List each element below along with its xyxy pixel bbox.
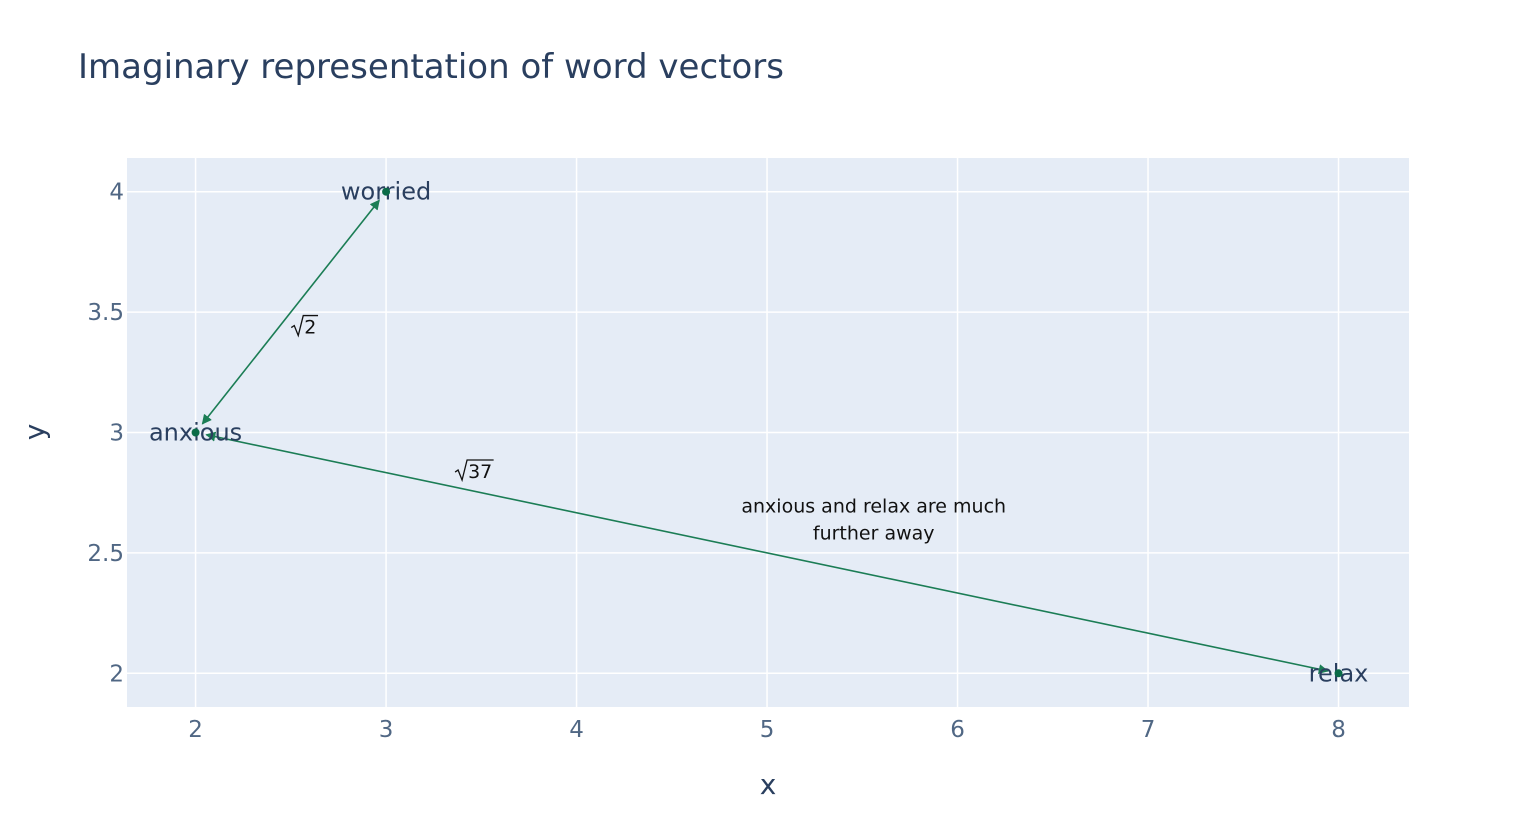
y-tick-label: 2.5 — [87, 541, 124, 567]
arrow-label: 2 — [290, 314, 319, 339]
data-points: worriedanxiousrelax — [149, 178, 1368, 688]
y-tick-label: 4 — [109, 180, 124, 206]
y-axis-title: y — [18, 424, 51, 441]
x-tick-label: 8 — [1331, 717, 1346, 743]
x-tick-label: 6 — [950, 717, 965, 743]
x-tick-label: 5 — [760, 717, 775, 743]
distance-arrow — [201, 199, 380, 425]
x-tick-label: 3 — [379, 717, 394, 743]
x-tick-label: 7 — [1141, 717, 1156, 743]
data-point — [382, 187, 391, 196]
y-tick-label: 3.5 — [87, 300, 124, 326]
distance-arrow — [205, 431, 1329, 675]
x-axis-title: x — [760, 768, 777, 801]
annotation-line: anxious and relax are much — [741, 496, 1006, 518]
sqrt-icon — [290, 314, 319, 338]
data-point — [1334, 669, 1343, 678]
annotations: anxious and relax are much further away — [741, 496, 1006, 545]
arrow-label-radicand: 2 — [304, 317, 316, 339]
data-point — [191, 428, 200, 437]
x-tick-label: 2 — [188, 717, 203, 743]
x-tick-label: 4 — [569, 717, 584, 743]
chart-title: Imaginary representation of word vectors — [78, 47, 784, 87]
tick-labels: 2 3 4 5 6 7 8 2 2.5 3 3.5 4 — [87, 180, 1345, 743]
arrow-label-radicand: 37 — [468, 461, 492, 483]
y-tick-label: 3 — [109, 421, 124, 447]
sqrt-icon — [454, 459, 494, 483]
arrow-label: 37 — [454, 459, 494, 483]
y-tick-label: 2 — [109, 661, 124, 687]
arrows: 2 37 — [201, 199, 1329, 675]
annotation-line: further away — [813, 523, 935, 545]
